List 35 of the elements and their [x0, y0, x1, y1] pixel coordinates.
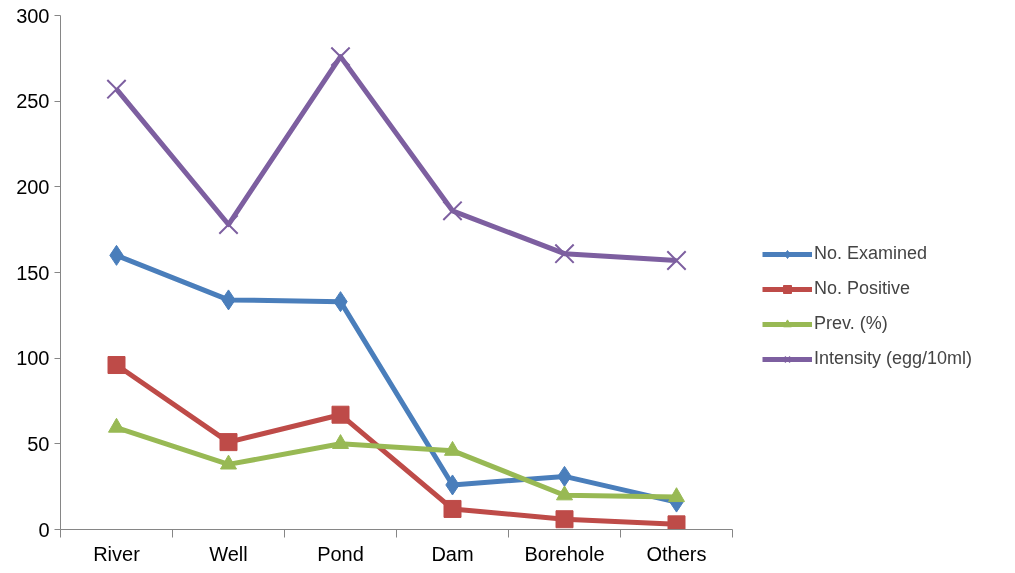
point [332, 434, 349, 449]
x-tick-label: Others [646, 542, 707, 565]
point [219, 433, 238, 452]
y-tick-label: 200 [16, 175, 50, 198]
point [668, 487, 685, 503]
point [106, 78, 127, 100]
y-tick-label: 150 [16, 261, 50, 284]
point [218, 214, 239, 235]
x-tick-label: Dam [431, 542, 474, 565]
point [555, 510, 574, 529]
point [107, 356, 126, 375]
point [666, 250, 687, 271]
x-tick-label: River [93, 542, 141, 565]
x-tick-label: Well [209, 542, 248, 565]
point [108, 417, 125, 433]
x-tick-label: Pond [317, 542, 364, 565]
y-tick-label: 50 [27, 432, 50, 455]
y-tick-label: 100 [16, 347, 50, 370]
point [331, 405, 350, 424]
legend-label: No. Positive [814, 278, 911, 299]
y-tick-label: 250 [16, 90, 50, 113]
point [444, 440, 461, 456]
y-tick-label: 300 [16, 4, 50, 27]
point [667, 515, 686, 530]
point [330, 46, 351, 67]
y-tick-label: 0 [38, 518, 50, 541]
point [442, 200, 463, 222]
legend-label: Prev. (%) [814, 313, 888, 334]
point [220, 454, 237, 470]
legend-label: No. Examined [814, 243, 928, 264]
x-tick-label: Borehole [524, 542, 605, 565]
point [443, 499, 462, 518]
legend-label: Intensity (egg/10ml) [814, 348, 973, 369]
point [556, 485, 573, 501]
point [554, 243, 575, 264]
